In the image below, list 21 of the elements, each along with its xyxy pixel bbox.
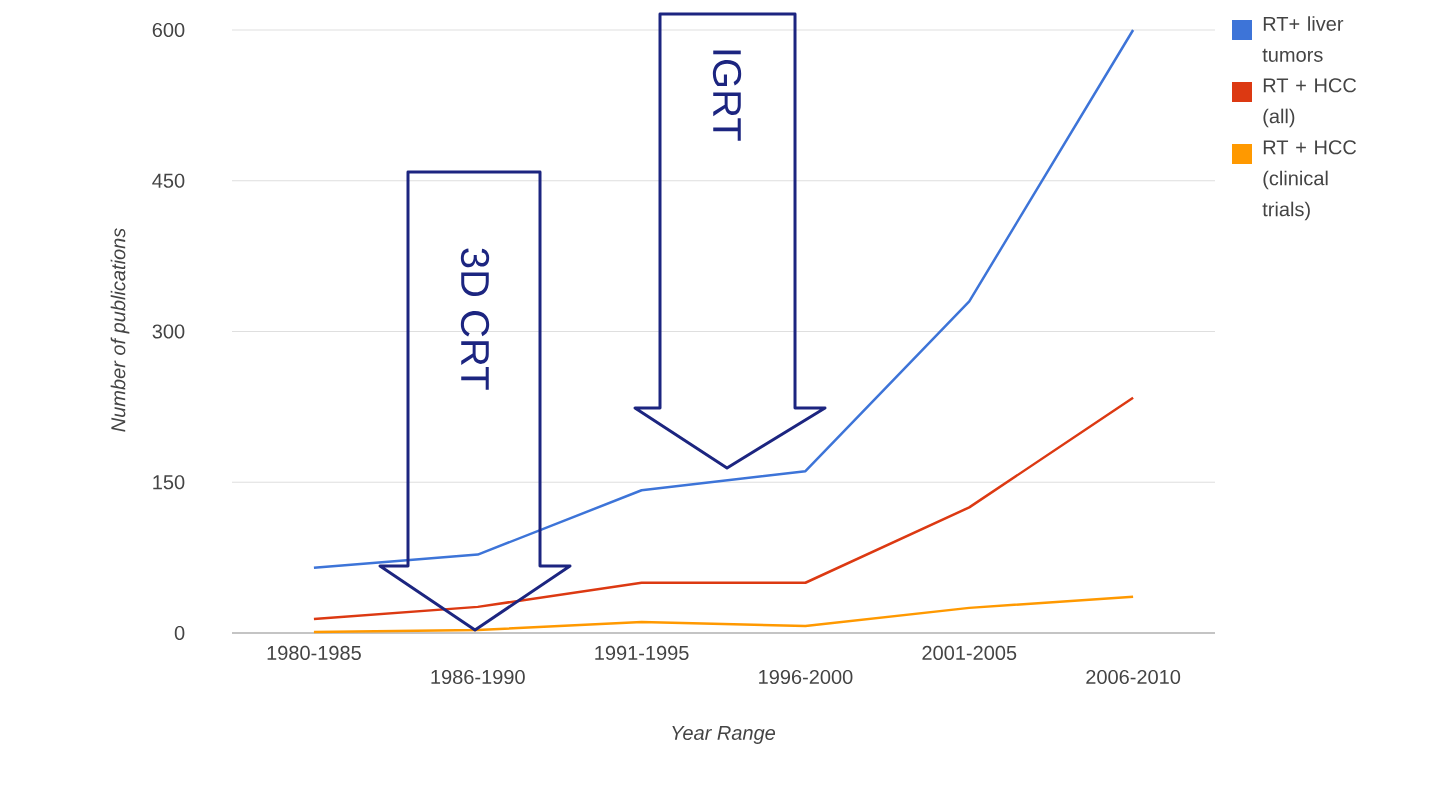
annotation: 3D CRT bbox=[460, 248, 490, 390]
x-tick-label: 2006-2010 bbox=[1086, 669, 1181, 685]
y-tick-label: 150 bbox=[153, 475, 185, 490]
annotation: IGRT bbox=[712, 50, 742, 141]
line-series bbox=[312, 595, 1135, 634]
x-tick-label: 1996-2000 bbox=[759, 669, 853, 685]
y-tick-label: 450 bbox=[152, 173, 185, 188]
x-tick-label: 1991-1995 bbox=[595, 645, 689, 661]
y-tick-label: 300 bbox=[152, 324, 185, 339]
y-tick-label: 600 bbox=[152, 22, 185, 38]
line-series bbox=[312, 28, 1135, 569]
x-axis-title: Year Range bbox=[672, 726, 776, 744]
x-tick-label: 1980-1985 bbox=[267, 645, 361, 661]
legend-label: RT+ liver tumors bbox=[1262, 16, 1344, 62]
line-series bbox=[312, 396, 1135, 621]
x-tick-label: 1986-1990 bbox=[431, 669, 525, 685]
legend-label: RT + HCC (all) bbox=[1263, 78, 1357, 128]
legend-label: RT + HCC (clinical trials) bbox=[1262, 140, 1357, 221]
x-tick-label: 2001-2005 bbox=[922, 645, 1017, 661]
y-axis-title: Number of publications bbox=[110, 228, 130, 432]
y-tick-label: 0 bbox=[174, 625, 185, 641]
